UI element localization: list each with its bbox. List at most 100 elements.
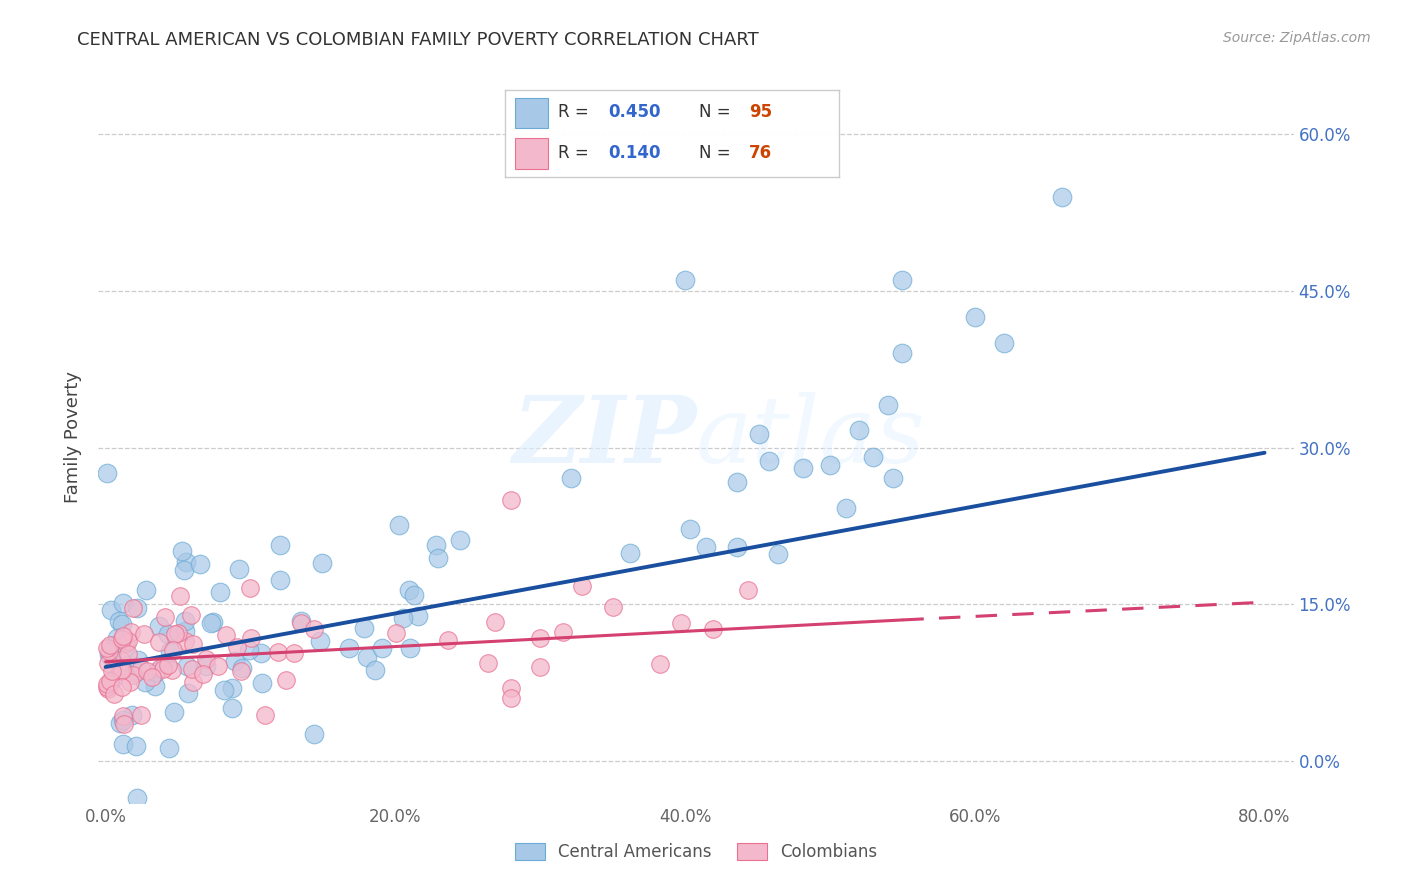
Point (239, 582, 262, 596)
Point (209, 585, 232, 599)
Point (267, 645, 290, 659)
Point (112, 596, 135, 610)
Point (290, 615, 312, 630)
Point (96, 466, 118, 480)
Point (135, 582, 157, 597)
Point (560, 471, 582, 485)
Point (571, 579, 593, 593)
Point (402, 588, 425, 602)
Point (127, 653, 149, 667)
Point (181, 675, 204, 690)
Point (702, 622, 724, 636)
Point (111, 617, 134, 632)
Point (725, 540, 748, 554)
Point (177, 686, 200, 700)
Point (159, 741, 181, 756)
Point (200, 615, 222, 630)
Point (1050, 190, 1073, 204)
Point (425, 538, 447, 552)
Point (100, 673, 122, 688)
Point (117, 634, 139, 648)
Point (477, 656, 499, 670)
Point (96, 641, 118, 656)
Point (120, 674, 142, 689)
Point (748, 426, 770, 441)
Point (112, 713, 135, 727)
Point (157, 627, 180, 641)
Point (169, 589, 191, 603)
Point (181, 662, 204, 676)
Point (353, 620, 375, 634)
Point (862, 450, 884, 464)
Point (370, 641, 392, 656)
Point (619, 546, 641, 560)
Point (162, 643, 184, 657)
Point (254, 708, 277, 723)
Point (792, 460, 814, 475)
Point (392, 610, 415, 624)
Point (156, 658, 179, 673)
Point (221, 681, 243, 695)
Point (114, 640, 136, 655)
Point (97, 647, 120, 661)
Point (100, 665, 122, 679)
Point (127, 600, 149, 615)
Point (100, 603, 122, 617)
Point (993, 336, 1015, 351)
Point (127, 790, 149, 805)
Point (384, 626, 406, 640)
Point (551, 624, 574, 639)
Point (176, 658, 198, 673)
Point (290, 614, 312, 628)
Point (96, 677, 118, 691)
Point (758, 454, 780, 468)
Point (363, 663, 385, 677)
Point (143, 679, 166, 693)
Point (111, 663, 134, 677)
Point (103, 687, 125, 701)
Point (129, 661, 152, 675)
Text: ZIP: ZIP (512, 392, 696, 482)
Point (191, 667, 214, 681)
Point (121, 667, 143, 681)
Point (172, 544, 194, 558)
Point (673, 273, 696, 287)
Point (115, 636, 138, 650)
Point (356, 650, 378, 665)
Point (135, 664, 157, 678)
Point (163, 706, 186, 720)
Point (111, 709, 134, 723)
Point (98, 677, 121, 691)
Point (648, 657, 671, 671)
Point (111, 629, 134, 643)
Point (105, 632, 128, 646)
Point (148, 635, 170, 649)
Point (122, 601, 145, 615)
Point (163, 627, 186, 641)
Point (221, 700, 243, 714)
Point (231, 661, 253, 675)
Point (224, 654, 246, 668)
Point (882, 471, 904, 485)
Point (97, 657, 120, 671)
Point (180, 607, 202, 622)
Point (436, 633, 458, 648)
Point (117, 647, 139, 661)
Point (399, 641, 422, 656)
Point (173, 563, 195, 577)
Point (114, 717, 136, 731)
Point (426, 551, 449, 566)
Point (891, 273, 914, 287)
Point (311, 556, 333, 570)
Point (132, 627, 155, 641)
Point (96, 681, 118, 696)
Point (891, 346, 914, 360)
Point (174, 555, 197, 569)
Point (963, 310, 986, 325)
Point (388, 518, 411, 533)
Point (602, 599, 624, 614)
Point (238, 643, 260, 657)
Point (283, 646, 305, 660)
Point (671, 616, 693, 631)
Point (214, 628, 236, 642)
